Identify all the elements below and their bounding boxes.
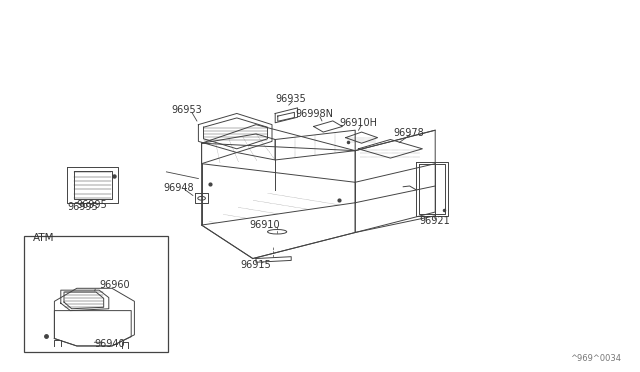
Text: 96953: 96953 xyxy=(172,105,202,115)
Text: 96921: 96921 xyxy=(419,216,450,226)
Text: 96995: 96995 xyxy=(77,200,108,210)
Text: 96910H: 96910H xyxy=(339,118,377,128)
Text: 96948: 96948 xyxy=(163,183,194,193)
Text: 96998N: 96998N xyxy=(296,109,333,119)
Bar xyxy=(24,236,168,352)
Text: 96995: 96995 xyxy=(67,202,98,212)
Text: ATM: ATM xyxy=(33,232,55,243)
Text: ^969^0034: ^969^0034 xyxy=(570,354,621,363)
Text: 96960: 96960 xyxy=(99,280,130,290)
Text: 96915: 96915 xyxy=(240,260,271,270)
Text: 96935: 96935 xyxy=(275,94,306,104)
Text: 96978: 96978 xyxy=(394,128,424,138)
Text: 96940: 96940 xyxy=(95,339,125,349)
Text: 96910: 96910 xyxy=(250,219,280,230)
